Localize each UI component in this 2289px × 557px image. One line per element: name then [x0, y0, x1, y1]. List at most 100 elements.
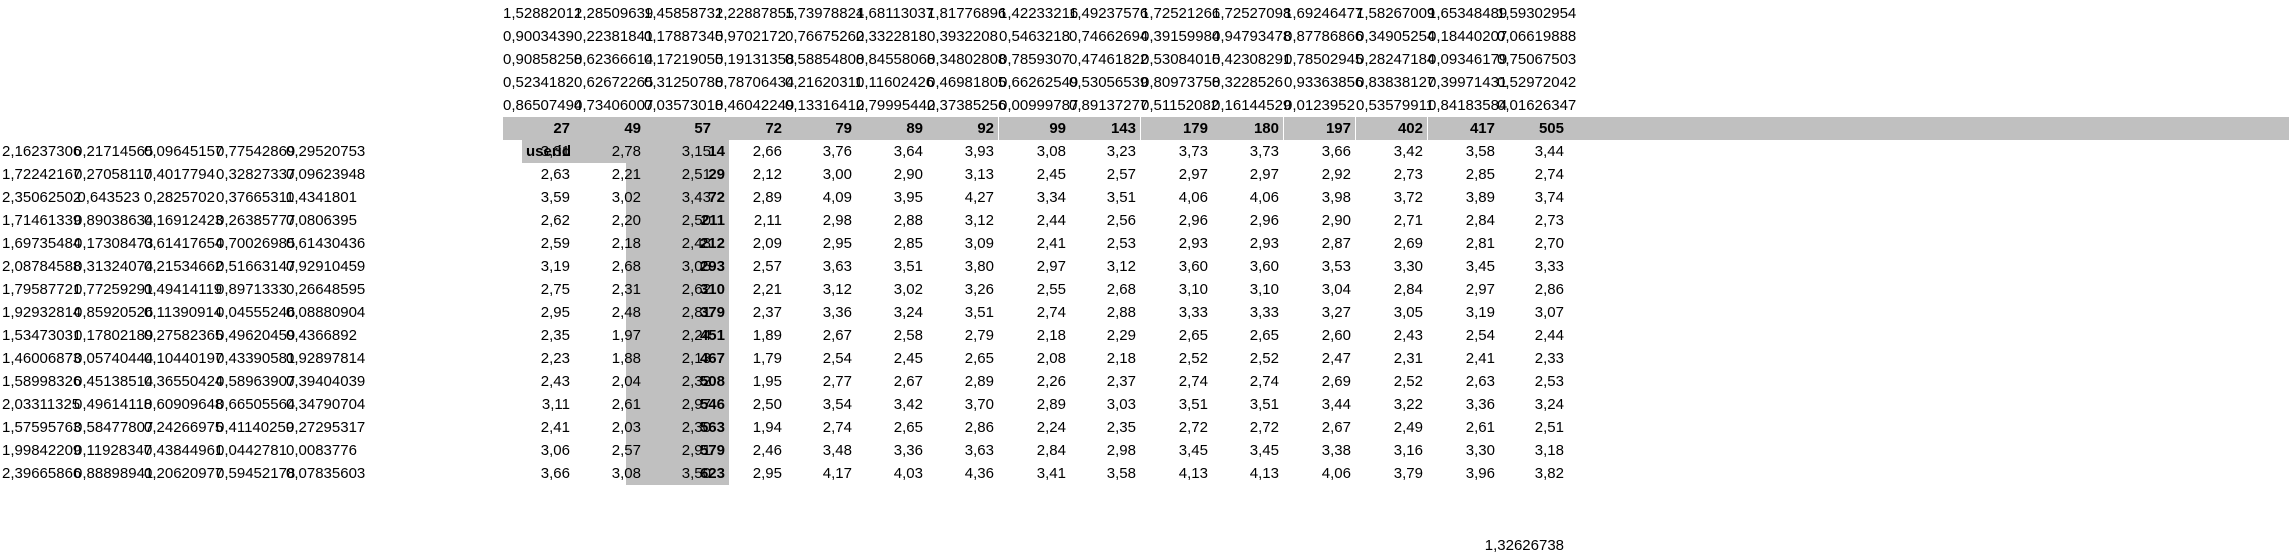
predicted-rating-cell[interactable]: 2,85 [893, 235, 923, 252]
movie-factor-cell[interactable]: 0,53084015 [1141, 51, 1221, 68]
predicted-rating-cell[interactable]: 3,05 [681, 258, 711, 275]
predicted-rating-cell[interactable]: 2,26 [1036, 373, 1066, 390]
user-factor-cell[interactable]: 0,8971333 [216, 281, 287, 298]
user-factor-cell[interactable]: 0,49620459 [216, 327, 296, 344]
movie-factor-cell[interactable]: 1,68113037 [856, 5, 935, 22]
predicted-rating-cell[interactable]: 2,77 [822, 373, 852, 390]
predicted-rating-cell[interactable]: 3,59 [540, 189, 570, 206]
predicted-rating-cell[interactable]: 3,60 [1249, 258, 1279, 275]
predicted-rating-cell[interactable]: 3,13 [964, 166, 994, 183]
user-factor-cell[interactable]: 0,11928347 [74, 442, 153, 459]
predicted-rating-cell[interactable]: 2,73 [1393, 166, 1423, 183]
user-factor-cell[interactable]: 0,61430436 [286, 235, 366, 252]
predicted-rating-cell[interactable]: 3,26 [964, 281, 994, 298]
movie-factor-cell[interactable]: 0,79995442 [856, 97, 936, 114]
user-factor-cell[interactable]: 0,43390581 [216, 350, 296, 367]
movie-factor-cell[interactable]: 0,17219055 [644, 51, 724, 68]
predicted-rating-cell[interactable]: 3,96 [1465, 465, 1495, 482]
predicted-rating-cell[interactable]: 2,62 [681, 281, 711, 298]
predicted-rating-cell[interactable]: 3,34 [1036, 189, 1066, 206]
user-factor-cell[interactable]: 2,39665866 [2, 465, 82, 482]
predicted-rating-cell[interactable]: 2,51 [1534, 419, 1564, 436]
user-factor-cell[interactable]: 0,39404039 [286, 373, 366, 390]
predicted-rating-cell[interactable]: 2,98 [1106, 442, 1136, 459]
predicted-rating-cell[interactable]: 3,51 [1249, 396, 1279, 413]
movie-factor-cell[interactable]: 0,93363856 [1284, 74, 1364, 91]
predicted-rating-cell[interactable]: 2,86 [1534, 281, 1564, 298]
predicted-rating-cell[interactable]: 1,95 [752, 373, 782, 390]
predicted-rating-cell[interactable]: 3,44 [1534, 143, 1564, 160]
predicted-rating-cell[interactable]: 2,51 [681, 166, 711, 183]
movie-id-header[interactable]: 72 [715, 117, 786, 140]
predicted-rating-cell[interactable]: 2,43 [540, 373, 570, 390]
predicted-rating-cell[interactable]: 4,06 [1321, 465, 1351, 482]
predicted-rating-cell[interactable]: 2,61 [611, 396, 641, 413]
predicted-rating-cell[interactable]: 3,63 [822, 258, 852, 275]
predicted-rating-cell[interactable]: 3,36 [1465, 396, 1495, 413]
predicted-rating-cell[interactable]: 3,58 [1465, 143, 1495, 160]
user-factor-cell[interactable]: 0,26385777 [216, 212, 296, 229]
user-factor-cell[interactable]: 0,26648595 [286, 281, 366, 298]
predicted-rating-cell[interactable]: 2,65 [1178, 327, 1208, 344]
movie-factor-cell[interactable]: 0,80973758 [1141, 74, 1221, 91]
movie-factor-cell[interactable]: 1,81776896 [927, 5, 1007, 22]
movie-id-header[interactable]: 197 [1284, 117, 1355, 140]
predicted-rating-cell[interactable]: 2,44 [1036, 212, 1066, 229]
predicted-rating-cell[interactable]: 2,70 [1534, 235, 1564, 252]
predicted-rating-cell[interactable]: 2,11 [753, 212, 782, 229]
predicted-rating-cell[interactable]: 2,96 [1178, 212, 1208, 229]
predicted-rating-cell[interactable]: 3,45 [1465, 258, 1495, 275]
user-factor-cell[interactable]: 0,92897814 [286, 350, 366, 367]
header-fill[interactable] [1568, 117, 2289, 140]
predicted-rating-cell[interactable]: 3,53 [1321, 258, 1351, 275]
predicted-rating-cell[interactable]: 2,97 [1249, 166, 1279, 183]
movie-id-header[interactable]: 92 [927, 117, 998, 140]
predicted-rating-cell[interactable]: 2,67 [893, 373, 923, 390]
predicted-rating-cell[interactable]: 2,46 [752, 442, 782, 459]
predicted-rating-cell[interactable]: 2,86 [964, 419, 994, 436]
predicted-rating-cell[interactable]: 2,88 [1106, 304, 1136, 321]
user-factor-cell[interactable]: 0,60909648 [144, 396, 224, 413]
predicted-rating-cell[interactable]: 2,84 [1036, 442, 1066, 459]
predicted-rating-cell[interactable]: 2,31 [611, 281, 641, 298]
predicted-rating-cell[interactable]: 2,47 [1321, 350, 1351, 367]
predicted-rating-cell[interactable]: 2,79 [964, 327, 994, 344]
predicted-rating-cell[interactable]: 2,44 [1534, 327, 1564, 344]
movie-factor-cell[interactable]: 0,53056539 [1069, 74, 1149, 91]
movie-factor-cell[interactable]: 0,62366614 [574, 51, 654, 68]
user-factor-cell[interactable]: 1,58998326 [2, 373, 82, 390]
movie-id-header[interactable]: 57 [644, 117, 715, 140]
predicted-rating-cell[interactable]: 4,06 [1249, 189, 1279, 206]
movie-factor-cell[interactable]: 0,87786866 [1284, 28, 1364, 45]
predicted-rating-cell[interactable]: 3,74 [1534, 189, 1564, 206]
predicted-rating-cell[interactable]: 2,48 [681, 235, 711, 252]
predicted-rating-cell[interactable]: 3,08 [1036, 143, 1066, 160]
predicted-rating-cell[interactable]: 3,50 [681, 465, 711, 482]
predicted-rating-cell[interactable]: 2,35 [540, 327, 570, 344]
movie-factor-cell[interactable]: 0,51152082 [1141, 97, 1220, 114]
user-factor-cell[interactable]: 1,92932814 [2, 304, 82, 321]
predicted-rating-cell[interactable]: 3,10 [1178, 281, 1208, 298]
predicted-rating-cell[interactable]: 3,23 [1106, 143, 1136, 160]
user-factor-cell[interactable]: 0,21714565 [74, 143, 154, 160]
user-id-cell[interactable]: 623 [626, 462, 729, 485]
predicted-rating-cell[interactable]: 2,37 [1106, 373, 1136, 390]
predicted-rating-cell[interactable]: 3,12 [1106, 258, 1136, 275]
user-factor-cell[interactable]: 0,17802189 [74, 327, 154, 344]
user-factor-cell[interactable]: 0,70026985 [216, 235, 296, 252]
predicted-rating-cell[interactable]: 3,70 [964, 396, 994, 413]
user-factor-cell[interactable]: 0,10440197 [144, 350, 224, 367]
predicted-rating-cell[interactable]: 2,37 [752, 304, 782, 321]
user-factor-cell[interactable]: 0,4366892 [286, 327, 357, 344]
predicted-rating-cell[interactable]: 2,03 [611, 419, 641, 436]
user-factor-cell[interactable]: 0,77542869 [216, 143, 296, 160]
user-factor-cell[interactable]: 0,05740444 [74, 350, 154, 367]
predicted-rating-cell[interactable]: 2,78 [611, 143, 641, 160]
predicted-rating-cell[interactable]: 2,53 [1106, 235, 1136, 252]
predicted-rating-cell[interactable]: 3,07 [1534, 304, 1564, 321]
predicted-rating-cell[interactable]: 2,30 [681, 419, 711, 436]
predicted-rating-cell[interactable]: 2,18 [611, 235, 641, 252]
movie-factor-cell[interactable]: 0,3322818 [856, 28, 927, 45]
predicted-rating-cell[interactable]: 2,41 [540, 419, 570, 436]
predicted-rating-cell[interactable]: 3,10 [1249, 281, 1279, 298]
